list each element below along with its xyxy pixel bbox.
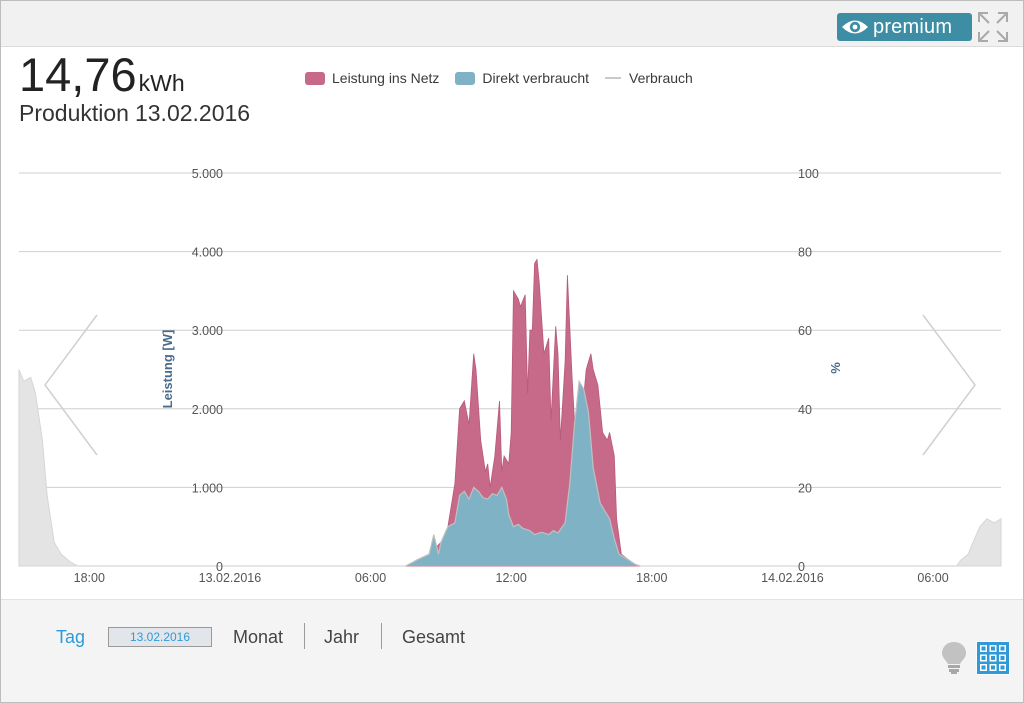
- legend-line: [605, 77, 621, 79]
- legend-label: Direkt verbraucht: [482, 70, 589, 86]
- tab-jahr[interactable]: Jahr: [324, 627, 360, 647]
- x-tick-label: 13.02.2016: [199, 571, 262, 585]
- production-summary: 14,76kWh: [19, 49, 185, 101]
- eye-icon: [837, 13, 873, 41]
- production-unit: kWh: [138, 70, 185, 96]
- production-value: 14,76: [19, 48, 137, 101]
- x-tick-label: 18:00: [74, 571, 105, 585]
- production-date: 13.02.2016: [134, 100, 251, 126]
- x-tick-label: 12:00: [496, 571, 527, 585]
- next-day-button[interactable]: [921, 313, 977, 457]
- x-tick-label: 14.02.2016: [761, 571, 824, 585]
- premium-button[interactable]: premium: [837, 13, 972, 41]
- lightbulb-icon[interactable]: [941, 641, 967, 675]
- grid-icon[interactable]: [976, 641, 1010, 675]
- tab-gesamt[interactable]: Gesamt: [402, 627, 466, 647]
- chevron-right-icon: [922, 314, 976, 456]
- legend-swatch: [305, 71, 325, 85]
- y-right-tick-label: 100: [798, 167, 819, 181]
- y-left-tick-label: 5.000: [192, 167, 223, 181]
- production-label: Produktion 13.02.2016: [19, 100, 250, 127]
- legend-item-direkt-verbraucht[interactable]: Direkt verbraucht: [455, 70, 589, 86]
- y-right-tick-label: 40: [798, 403, 812, 417]
- y-left-tick-label: 2.000: [192, 403, 223, 417]
- y-left-axis-title: Leistung [W]: [160, 330, 175, 409]
- top-bar: premium: [1, 1, 1023, 47]
- date-field[interactable]: [108, 627, 212, 647]
- legend-item-leistung-ins-netz[interactable]: Leistung ins Netz: [305, 70, 439, 86]
- series-direkt-verbraucht-area: [405, 381, 641, 566]
- prev-day-button[interactable]: [43, 313, 99, 457]
- legend-label: Leistung ins Netz: [332, 70, 440, 86]
- x-tick-label: 06:00: [355, 571, 386, 585]
- series-verbrauch-line: [405, 379, 641, 567]
- production-text: Produktion: [19, 100, 129, 126]
- y-right-tick-label: 60: [798, 324, 812, 338]
- y-right-axis-title: %: [828, 362, 843, 374]
- y-left-tick-label: 4.000: [192, 246, 223, 260]
- y-right-tick-label: 20: [798, 481, 812, 495]
- chart-legend: Leistung ins Netz Direkt verbraucht Verb…: [305, 67, 709, 89]
- power-chart: 0 1.000 2.000 3.000 4.000 5.000 0 20 40 60 80 100 18…: [18, 167, 1002, 585]
- legend-swatch: [455, 71, 476, 85]
- chevron-left-icon: [44, 314, 98, 456]
- tab-tag[interactable]: Tag: [56, 627, 86, 647]
- divider: [304, 623, 305, 649]
- y-right-tick-label: 80: [798, 246, 812, 260]
- legend-label: Verbrauch: [629, 70, 693, 86]
- legend-item-verbrauch[interactable]: Verbrauch: [605, 70, 693, 86]
- y-left-tick-label: 1.000: [192, 481, 223, 495]
- bottom-bar: Tag Monat Jahr Gesamt: [1, 599, 1023, 702]
- y-left-tick-label: 3.000: [192, 324, 223, 338]
- series-verbrauch-area: [18, 369, 80, 567]
- y-right-tick-label: 0: [798, 560, 805, 574]
- x-tick-label: 06:00: [917, 571, 948, 585]
- divider: [381, 623, 382, 649]
- x-tick-label: 18:00: [636, 571, 667, 585]
- premium-label: premium: [873, 15, 953, 38]
- expand-icon[interactable]: [976, 10, 1010, 44]
- series-verbrauch-area: [955, 517, 1002, 567]
- tab-monat[interactable]: Monat: [233, 627, 284, 647]
- y-left-tick-label: 0: [216, 560, 223, 574]
